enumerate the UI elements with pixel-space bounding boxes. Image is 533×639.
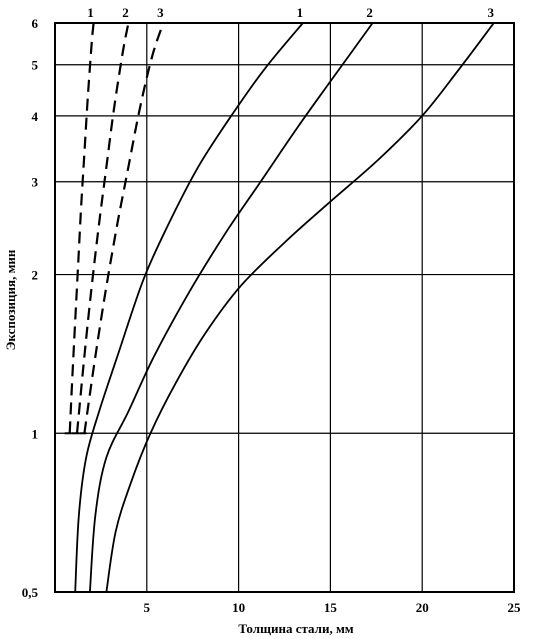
- curve-dashed-2: [75, 22, 130, 434]
- x-tick-label: 5: [144, 600, 151, 615]
- curve-solid-3: [105, 22, 495, 593]
- x-tick-labels: 5 10 15 20 25: [144, 600, 521, 615]
- x-axis-title: Толщина стали, мм: [238, 621, 353, 636]
- y-tick-label: 5: [32, 58, 39, 73]
- x-tick-label: 25: [508, 600, 522, 615]
- curve-solid-2: [89, 22, 374, 593]
- y-axis-title: Экспозиция, мин: [3, 249, 18, 350]
- curve-labels: 1 2 3 1 2 3: [87, 5, 494, 20]
- x-tick-label: 15: [324, 600, 338, 615]
- y-tick-label: 6: [32, 16, 39, 31]
- plot-border: [54, 22, 515, 593]
- y-tick-label: 2: [32, 268, 39, 283]
- plot-area: [55, 23, 514, 592]
- x-tick-label: 20: [416, 600, 429, 615]
- y-tick-label: 0,5: [22, 585, 39, 600]
- curve-label-solid-1: 1: [297, 5, 304, 20]
- y-tick-label: 3: [32, 175, 39, 190]
- y-tick-label: 1: [32, 426, 39, 441]
- curve-label-dashed-2: 2: [122, 5, 129, 20]
- curve-dashed-3: [83, 22, 165, 434]
- curves: [64, 22, 495, 593]
- curve-label-dashed-1: 1: [87, 5, 94, 20]
- curve-label-solid-2: 2: [366, 5, 373, 20]
- x-tick-label: 10: [232, 600, 245, 615]
- y-tick-label: 4: [32, 109, 39, 124]
- curve-label-solid-3: 3: [488, 5, 495, 20]
- y-tick-labels: 0,5 1 2 3 4 5 6: [22, 16, 39, 600]
- curve-label-dashed-3: 3: [157, 5, 164, 20]
- curve-dashed-1: [68, 22, 95, 434]
- curve-solid-1: [74, 22, 304, 593]
